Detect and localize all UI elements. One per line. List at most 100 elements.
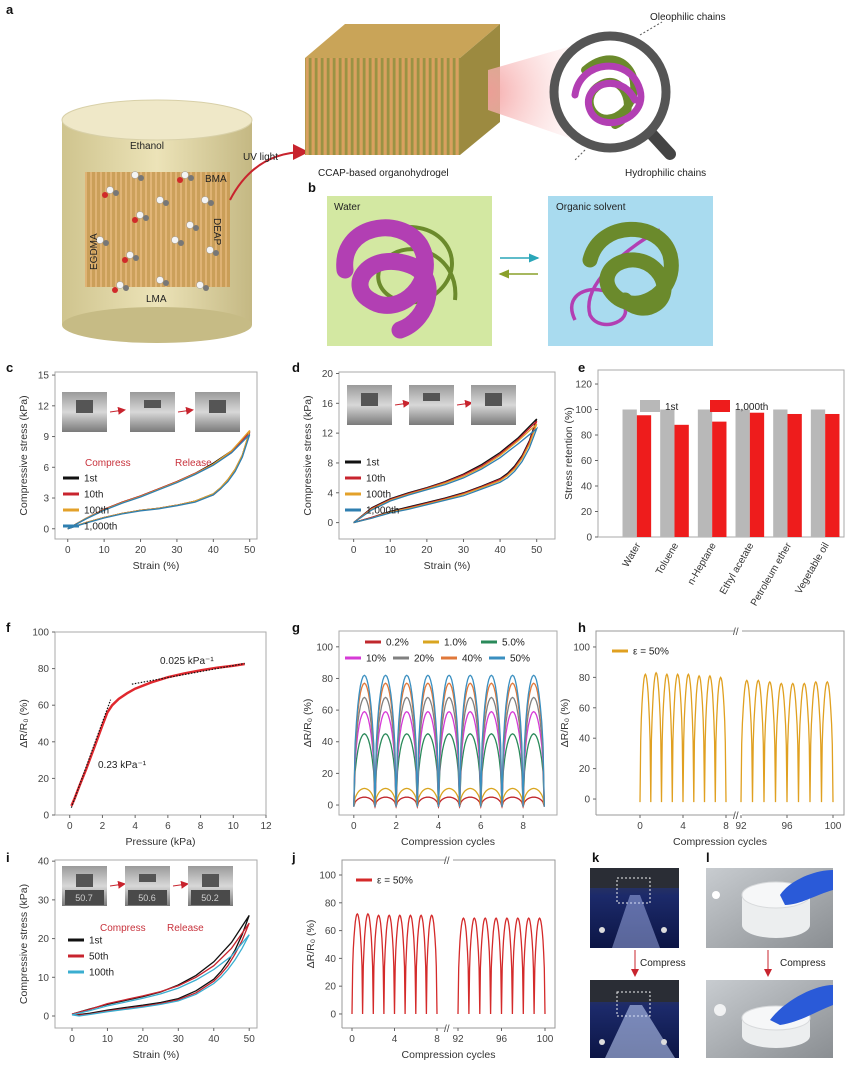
bar-1st — [660, 409, 675, 537]
x-tick-label: 2 — [393, 821, 399, 832]
atom-c — [123, 285, 129, 291]
x-tick-label: 96 — [781, 821, 793, 832]
atom-c — [203, 285, 209, 291]
y-tick-label: 12 — [322, 429, 334, 440]
x-axis-label: Compression cycles — [673, 836, 767, 848]
bar-1st — [697, 409, 713, 537]
plot-frame — [54, 371, 258, 540]
photo-sample — [361, 393, 378, 406]
y-axis-label: Compressive stress (kPa) — [302, 395, 314, 515]
legend-label: ε = 50% — [633, 647, 669, 658]
display-reading: 50.2 — [201, 893, 219, 903]
x-tick-label: 10 — [99, 545, 111, 556]
bar-1st — [735, 409, 750, 537]
atom-c — [193, 225, 199, 231]
atom-o — [177, 177, 183, 183]
monomer-molecules — [96, 171, 219, 293]
y-tick-label: 6 — [43, 463, 49, 474]
x-tick-label: 0 — [351, 545, 357, 556]
photo-sample — [202, 874, 219, 887]
x-tick-label: 40 — [495, 545, 507, 556]
y-tick-label: 0 — [43, 524, 49, 535]
category-label: Water — [621, 540, 644, 569]
atom-h — [171, 236, 179, 244]
label-uv-light: UV light — [243, 152, 278, 163]
x-tick-label: 100 — [537, 1034, 554, 1045]
label-compress-l: Compress — [780, 958, 826, 969]
label-bma: BMA — [205, 174, 227, 185]
inset-photo — [130, 392, 175, 432]
atom-h — [196, 281, 204, 289]
series-line-100th — [71, 934, 250, 1017]
panel-label-e: e — [578, 360, 585, 375]
x-tick-label: 100 — [825, 821, 842, 832]
x-tick-label: 20 — [135, 545, 147, 556]
pointer-oleophilic — [639, 21, 663, 36]
inset-photo — [195, 392, 240, 432]
chart-panel-e: e 0 20 40 60 80 100 120 Stress retention (%) Wate… — [563, 360, 845, 608]
x-tick-label: 92 — [735, 821, 747, 832]
y-tick-label: 16 — [322, 399, 334, 410]
y-tick-label: 40 — [579, 734, 591, 745]
legend-label: 5.0% — [502, 638, 525, 649]
x-tick-label: 10 — [102, 1034, 114, 1045]
legend-label: 50th — [89, 952, 108, 963]
y-tick-label: 9 — [43, 432, 49, 443]
y-tick-label: 60 — [581, 456, 593, 467]
arrow-right-icon — [172, 880, 189, 889]
y-tick-label: 20 — [38, 774, 50, 785]
panel-label-c: c — [6, 360, 13, 375]
magnifier-icon — [549, 31, 676, 160]
y-axis-label: Compressive stress (kPa) — [18, 395, 30, 515]
y-tick-label: 100 — [316, 642, 333, 653]
y-tick-label: 80 — [581, 431, 593, 442]
legend-label: 1.0% — [444, 638, 467, 649]
display-reading: 50.6 — [138, 893, 156, 903]
y-tick-label: 100 — [32, 628, 49, 639]
label-egdma: EGDMA — [89, 233, 100, 270]
inset-photo — [409, 385, 454, 425]
atom-o — [122, 257, 128, 263]
y-tick-label: 60 — [579, 703, 591, 714]
x-tick-label: 50 — [531, 545, 543, 556]
chart-panel-g: g 0 20 40 60 80 100 ΔR/R₀ (%) 0 2 4 6 8 Compression c… — [292, 620, 558, 848]
category-label: Toluene — [654, 541, 681, 577]
chart-panel-i: i 0 10 20 30 40 Compressive stress (kPa) 0 10 20 3… — [6, 850, 258, 1061]
bar-1000th — [674, 424, 689, 537]
atom-c — [138, 175, 144, 181]
bar-1st — [773, 409, 788, 537]
magnification-cone — [488, 45, 575, 140]
fit-line — [131, 662, 245, 685]
label-ethanol: Ethanol — [130, 141, 164, 152]
y-tick-label: 4 — [327, 488, 333, 499]
bar-1000th — [787, 413, 802, 537]
y-tick-label: 40 — [38, 857, 50, 868]
label-lma: LMA — [146, 294, 167, 305]
y-tick-label: 3 — [43, 494, 49, 505]
x-tick-label: 10 — [228, 821, 240, 832]
x-axis-label: Strain (%) — [424, 560, 471, 572]
series-line-0-2- — [353, 796, 545, 809]
legend-label: 0.2% — [386, 638, 409, 649]
label-hydrophilic-chains: Hydrophilic chains — [625, 168, 706, 179]
y-axis-label: Compressive stress (kPa) — [18, 884, 30, 1004]
x-tick-label: 20 — [137, 1034, 149, 1045]
series-line-5-0- — [353, 733, 545, 807]
series-line-20- — [353, 696, 545, 807]
atom-h — [186, 221, 194, 229]
photo-background — [130, 392, 175, 432]
bar-1st — [810, 409, 826, 537]
atom-h — [96, 236, 104, 244]
x-axis-label: Strain (%) — [133, 560, 180, 572]
plot-frame — [338, 371, 556, 540]
series-line-50th — [71, 922, 250, 1016]
category-label: Vegetable oil — [794, 541, 832, 596]
vessel-top — [61, 99, 253, 141]
x-tick-label: 8 — [434, 1034, 440, 1045]
photo-display — [128, 890, 167, 905]
y-tick-label: 12 — [38, 401, 50, 412]
legend-label: 1st — [89, 936, 103, 947]
atom-o — [132, 217, 138, 223]
